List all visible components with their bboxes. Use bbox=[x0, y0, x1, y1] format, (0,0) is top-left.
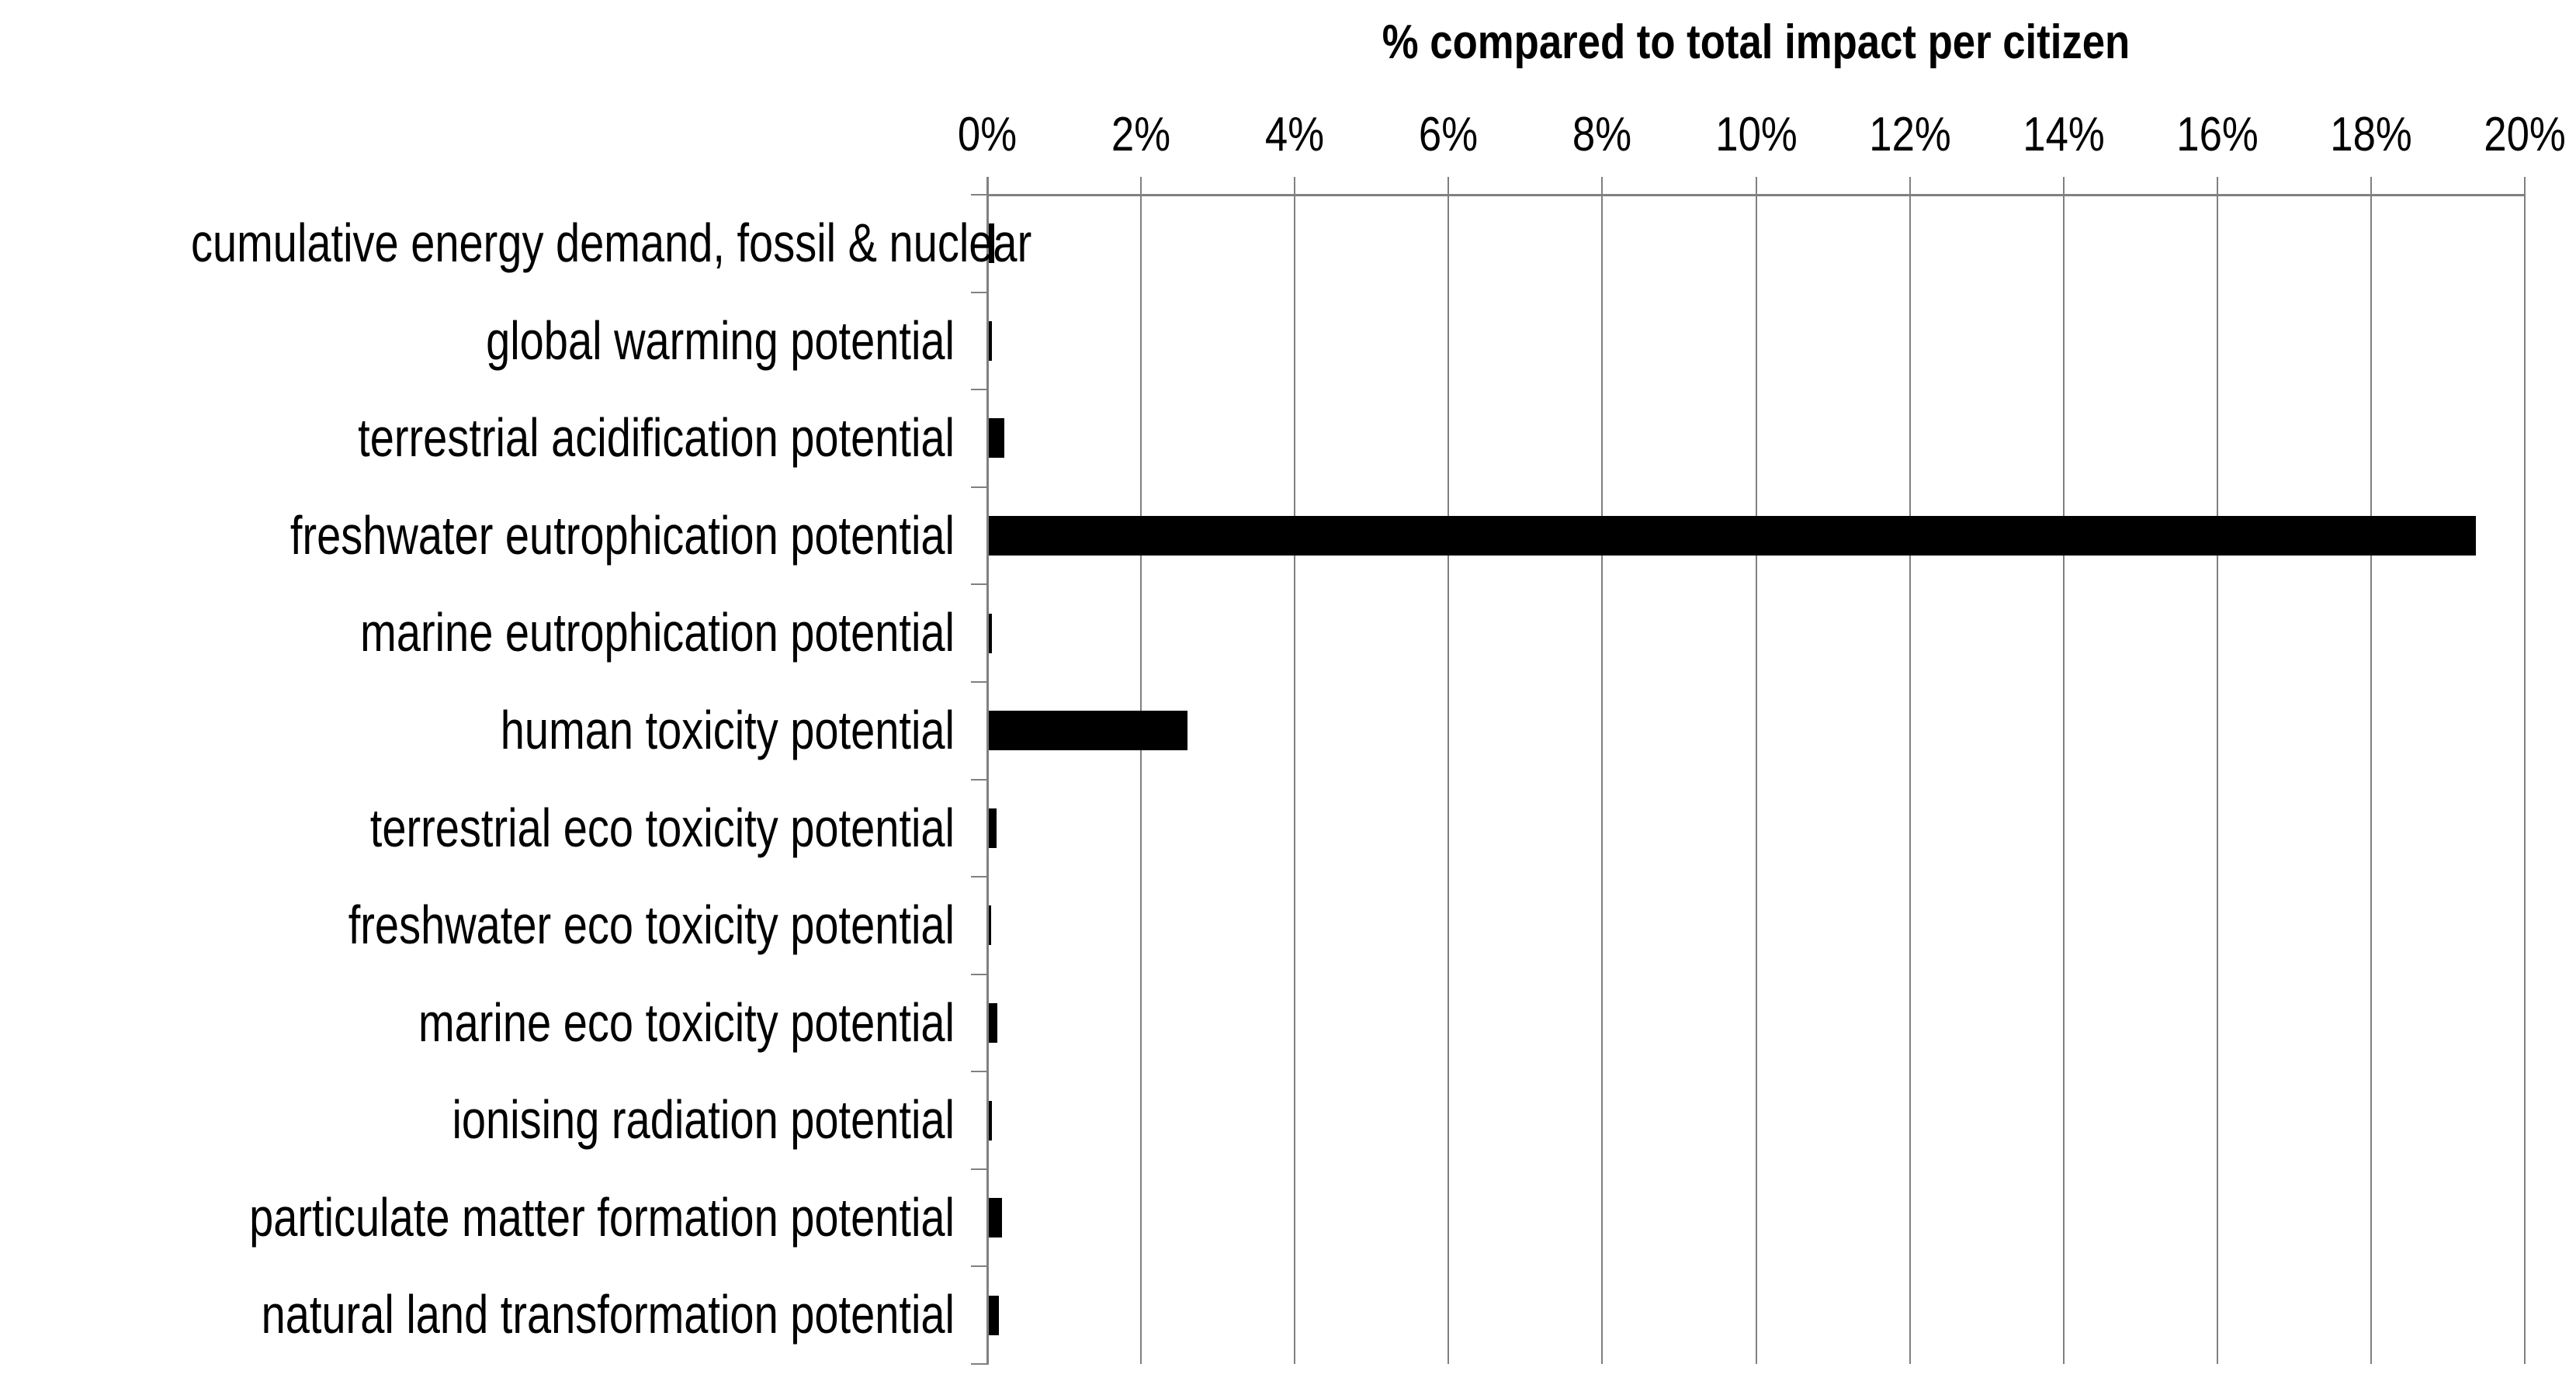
x-axis-tick bbox=[1601, 177, 1603, 195]
category-label: marine eutrophication potential bbox=[360, 602, 955, 663]
category-label: terrestrial acidification potential bbox=[358, 407, 955, 469]
y-axis-tick bbox=[970, 1071, 989, 1073]
bar bbox=[988, 905, 992, 946]
x-axis-tick bbox=[2062, 177, 2065, 195]
gridline bbox=[1447, 195, 1450, 1364]
x-axis-tick-label: 12% bbox=[1868, 108, 1951, 161]
y-axis-tick bbox=[970, 680, 989, 683]
x-axis-tick bbox=[1447, 177, 1450, 195]
y-axis-tick bbox=[970, 389, 989, 391]
x-axis-tick-label: 0% bbox=[957, 108, 1018, 161]
bar bbox=[988, 516, 2477, 556]
x-axis-tick-label: 2% bbox=[1111, 108, 1171, 161]
y-axis-tick bbox=[970, 973, 989, 975]
y-axis-tick bbox=[970, 1168, 989, 1170]
chart-title: % compared to total impact per citizen bbox=[1382, 16, 2130, 69]
gridline bbox=[2370, 195, 2372, 1364]
y-axis-tick bbox=[970, 1265, 989, 1268]
gridline bbox=[2062, 195, 2065, 1364]
gridline bbox=[1294, 195, 1296, 1364]
bar bbox=[988, 711, 1188, 751]
category-label: terrestrial eco toxicity potential bbox=[369, 797, 955, 858]
bar bbox=[988, 1198, 1003, 1238]
category-label: ionising radiation potential bbox=[452, 1089, 955, 1151]
bar bbox=[988, 1002, 998, 1043]
category-label: freshwater eutrophication potential bbox=[289, 504, 955, 566]
category-label: cumulative energy demand, fossil & nucle… bbox=[191, 213, 1032, 273]
x-axis-tick bbox=[2524, 177, 2526, 195]
gridline bbox=[1601, 195, 1603, 1364]
bar bbox=[988, 1295, 1000, 1335]
category-label: global warming potential bbox=[486, 310, 955, 371]
x-axis-tick-label: 16% bbox=[2176, 108, 2259, 161]
x-axis-tick bbox=[2370, 177, 2372, 195]
y-axis-tick bbox=[970, 486, 989, 488]
x-axis-tick-label: 18% bbox=[2330, 108, 2412, 161]
category-label: marine eco toxicity potential bbox=[418, 992, 955, 1053]
y-axis-tick bbox=[970, 583, 989, 586]
x-axis-tick bbox=[1755, 177, 1757, 195]
x-axis-tick-label: 4% bbox=[1265, 108, 1325, 161]
bar bbox=[988, 418, 1005, 459]
x-axis-tick bbox=[1140, 177, 1142, 195]
gridline bbox=[2524, 195, 2526, 1364]
y-axis-tick bbox=[970, 876, 989, 878]
x-axis-tick-label: 10% bbox=[1714, 108, 1798, 161]
gridline bbox=[1755, 195, 1757, 1364]
gridline bbox=[2216, 195, 2218, 1364]
bar bbox=[988, 808, 997, 848]
x-axis-tick bbox=[1294, 177, 1296, 195]
x-axis-tick-label: 8% bbox=[1572, 108, 1632, 161]
x-axis-tick-label: 20% bbox=[2484, 108, 2566, 161]
y-axis-line bbox=[986, 177, 989, 1364]
bar bbox=[988, 1100, 993, 1141]
y-axis-tick bbox=[970, 778, 989, 781]
x-axis-line bbox=[987, 193, 2525, 196]
y-axis-tick bbox=[970, 291, 989, 293]
category-label: human toxicity potential bbox=[500, 699, 955, 760]
bar bbox=[988, 320, 993, 361]
x-axis-tick bbox=[1909, 177, 1911, 195]
y-axis-tick bbox=[970, 194, 989, 196]
category-label: natural land transformation potential bbox=[261, 1284, 955, 1345]
y-axis-tick bbox=[970, 1363, 989, 1365]
x-axis-tick bbox=[2216, 177, 2218, 195]
gridline bbox=[1140, 195, 1142, 1364]
gridline bbox=[1909, 195, 1911, 1364]
category-label: particulate matter formation potential bbox=[249, 1186, 955, 1248]
x-axis-tick-label: 6% bbox=[1419, 108, 1479, 161]
bar bbox=[988, 223, 995, 264]
x-axis-tick-label: 14% bbox=[2022, 108, 2105, 161]
bar bbox=[988, 613, 993, 653]
category-label: freshwater eco toxicity potential bbox=[348, 895, 955, 956]
